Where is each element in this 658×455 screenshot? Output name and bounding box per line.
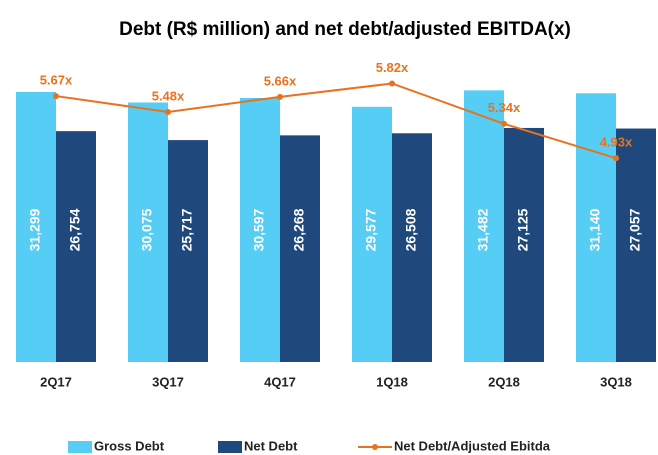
bar (56, 131, 96, 362)
bar (168, 140, 208, 362)
bar-value-label: 25,717 (179, 208, 195, 251)
bar-value-label: 31,299 (27, 208, 43, 251)
legend-swatch (218, 441, 242, 453)
bar-value-label: 26,754 (67, 208, 83, 251)
bar-value-label: 31,482 (475, 208, 491, 251)
bar (392, 133, 432, 362)
bar-value-label: 26,268 (291, 208, 307, 251)
bar (280, 135, 320, 362)
line-value-label: 5.67x (40, 73, 73, 88)
bar-value-label: 30,597 (251, 208, 267, 251)
bar (576, 93, 616, 363)
line-value-label: 5.34x (488, 100, 521, 115)
x-tick-label: 3Q18 (600, 374, 632, 389)
x-tick-label: 2Q18 (488, 374, 520, 389)
line-point (53, 93, 59, 100)
x-tick-label: 2Q17 (40, 374, 72, 389)
bar-value-label: 27,057 (627, 208, 643, 251)
line-value-label: 4.93x (600, 135, 633, 150)
bar (16, 91, 56, 363)
bar-value-label: 30,075 (139, 208, 155, 251)
line-point (389, 80, 395, 87)
x-tick-label: 1Q18 (376, 374, 408, 389)
bar (128, 102, 168, 362)
legend-label: Net Debt/Adjusted Ebitda (394, 438, 551, 453)
line-point (277, 93, 283, 100)
x-tick-label: 4Q17 (264, 374, 296, 389)
legend-label: Gross Debt (94, 438, 165, 453)
legend-swatch (372, 444, 378, 450)
line-point (613, 155, 619, 162)
bar-value-label: 31,140 (587, 208, 603, 251)
line-point (165, 109, 171, 116)
chart-title: Debt (R$ million) and net debt/adjusted … (119, 19, 571, 40)
line-point (501, 120, 507, 127)
bar (240, 97, 280, 362)
line-value-label: 5.48x (152, 88, 185, 103)
line-value-label: 5.82x (376, 60, 409, 75)
line (55, 82, 617, 160)
bar (352, 106, 392, 362)
line-value-label: 5.66x (264, 73, 297, 88)
x-tick-label: 3Q17 (152, 374, 184, 389)
bar-value-label: 27,125 (515, 208, 531, 251)
bar-value-label: 26,508 (403, 208, 419, 251)
bar (464, 90, 504, 362)
legend-swatch (68, 441, 92, 453)
bar-value-label: 29,577 (363, 208, 379, 251)
bar (616, 128, 656, 362)
bar (504, 127, 544, 362)
legend-label: Net Debt (244, 438, 298, 453)
